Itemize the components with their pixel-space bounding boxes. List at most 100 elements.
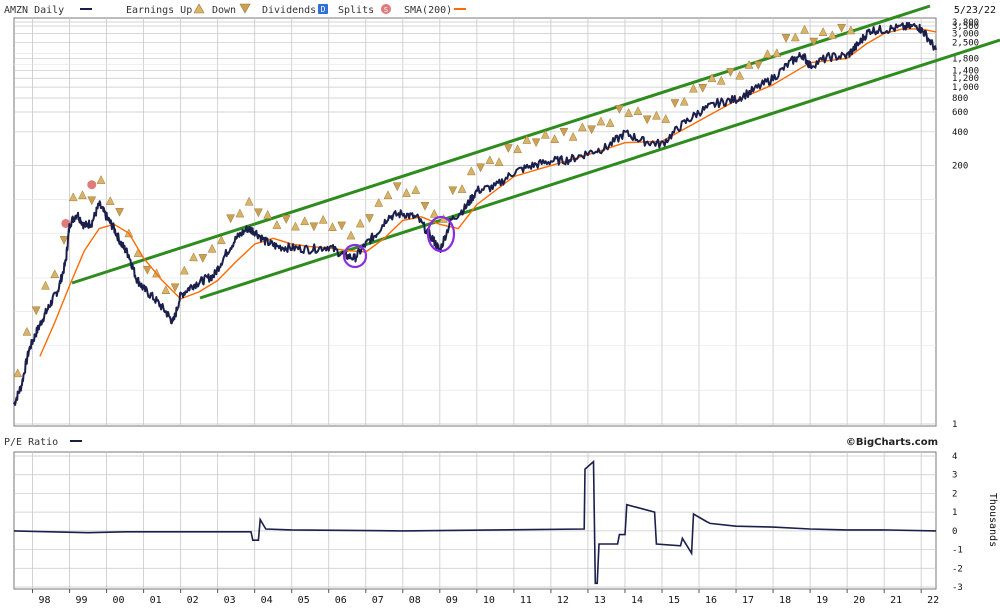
earnings-up-marker bbox=[716, 75, 726, 85]
earnings-up-marker bbox=[272, 220, 282, 229]
y-tick-label: 200 bbox=[952, 162, 968, 172]
earnings-down-marker bbox=[615, 105, 624, 114]
y-tick-label: 600 bbox=[952, 108, 968, 118]
pe-y-tick-label: 1 bbox=[952, 508, 957, 518]
earnings-up-marker bbox=[50, 269, 60, 279]
legend-dividends: Dividends bbox=[262, 5, 316, 16]
earnings-up-marker bbox=[624, 108, 634, 117]
earnings-down-marker bbox=[503, 144, 513, 154]
earnings-down-marker bbox=[87, 196, 97, 206]
earnings-up-marker bbox=[216, 235, 226, 245]
earnings-down-marker bbox=[365, 214, 374, 224]
dividends-badge: D bbox=[321, 5, 326, 14]
earnings-up-marker bbox=[78, 190, 87, 200]
earnings-down-marker bbox=[115, 207, 124, 217]
earnings-up-marker bbox=[383, 190, 393, 200]
price-y-axis: 12004006008001,0001,2001,4001,8002,5003,… bbox=[952, 18, 979, 430]
pe-panel: P/E Ratio ©BigCharts.com -3 -2 -1 0 1 2 3 4 Tho… bbox=[4, 437, 998, 593]
legend-sma: SMA(200) bbox=[404, 5, 452, 16]
earnings-up-marker bbox=[540, 129, 550, 139]
earnings-up-marker bbox=[679, 96, 689, 106]
earnings-up-marker bbox=[244, 196, 254, 206]
earnings-up-marker bbox=[41, 280, 50, 290]
earnings-down-marker bbox=[753, 61, 763, 70]
trend-channel bbox=[71, 4, 1000, 300]
earnings-up-marker bbox=[457, 184, 467, 193]
x-tick-label: 22 bbox=[927, 595, 939, 606]
earnings-up-marker bbox=[596, 116, 606, 126]
earnings-up-marker bbox=[707, 73, 717, 83]
splits-badge: S bbox=[384, 6, 388, 14]
pe-grid bbox=[14, 452, 936, 589]
earnings-down-marker bbox=[226, 214, 236, 224]
x-tick-label: 05 bbox=[298, 595, 310, 606]
earnings-up-marker bbox=[485, 155, 495, 165]
earnings-down-marker bbox=[142, 265, 152, 275]
earnings-up-marker bbox=[96, 175, 106, 184]
earnings-up-marker bbox=[263, 209, 273, 219]
channel-lower-line bbox=[199, 38, 1000, 300]
pe-line bbox=[13, 459, 937, 585]
annotation-circle-2009 bbox=[426, 215, 456, 253]
earnings-up-marker bbox=[846, 25, 856, 35]
earnings-up-marker bbox=[300, 216, 310, 226]
earnings-up-marker bbox=[346, 230, 356, 240]
earnings-down-marker bbox=[198, 254, 208, 263]
pe-y-tick-label: -3 bbox=[952, 583, 963, 593]
y-tick-label: 1 bbox=[952, 420, 957, 430]
earnings-up-marker bbox=[22, 326, 32, 336]
x-tick-label: 15 bbox=[668, 595, 680, 606]
y-tick-label: 400 bbox=[952, 128, 968, 138]
y-tick-label: 1,000 bbox=[952, 83, 979, 93]
dividends-icon bbox=[318, 4, 328, 14]
pe-y-axis: -3 -2 -1 0 1 2 3 4 bbox=[952, 452, 963, 593]
earnings-up-marker bbox=[735, 70, 745, 80]
earnings-down-marker bbox=[448, 186, 458, 196]
earnings-down-marker bbox=[281, 215, 291, 224]
chart-date: 5/23/22 bbox=[954, 5, 996, 16]
earnings-down-marker bbox=[531, 138, 541, 148]
earnings-down-marker bbox=[587, 125, 597, 135]
earnings-up-marker bbox=[68, 192, 78, 202]
price-panel: 12004006008001,0001,2001,4001,8002,5003,… bbox=[13, 4, 1000, 430]
earnings-up-marker bbox=[105, 196, 115, 205]
x-axis: 98 99 00 01 02 03 04 05 06 07 08 09 10 11 12 13 14 15 16 17… bbox=[32, 589, 939, 606]
earnings-up-marker bbox=[374, 197, 384, 207]
earnings-up-marker bbox=[13, 368, 23, 378]
earnings-down-marker bbox=[170, 283, 180, 293]
earnings-up-marker bbox=[577, 122, 587, 132]
legend-ticker: AMZN Daily bbox=[4, 5, 64, 16]
x-tick-label: 16 bbox=[705, 595, 717, 606]
x-tick-label: 03 bbox=[224, 595, 236, 606]
y-tick-label: 800 bbox=[952, 94, 968, 104]
y-tick-label: 2,500 bbox=[952, 38, 979, 48]
y-tick-label: 3,000 bbox=[952, 30, 979, 40]
earnings-up-marker bbox=[189, 252, 198, 262]
earnings-down-marker bbox=[642, 115, 652, 125]
x-tick-label: 98 bbox=[38, 595, 50, 606]
earnings-up-marker bbox=[689, 83, 698, 93]
y-tick-label: 3,800 bbox=[952, 18, 979, 28]
brand-watermark: ©BigCharts.com bbox=[846, 437, 938, 448]
legend-earnings-down: Down bbox=[212, 5, 236, 16]
legend-splits: Splits bbox=[338, 5, 374, 16]
pe-y-tick-label: -1 bbox=[952, 546, 963, 556]
pe-label: P/E Ratio bbox=[4, 437, 58, 448]
earnings-down-marker bbox=[31, 306, 41, 316]
earnings-down-marker bbox=[476, 163, 485, 173]
x-tick-label: 10 bbox=[483, 595, 495, 606]
earnings-up-marker bbox=[291, 221, 300, 231]
price-grid bbox=[14, 18, 936, 426]
earnings-up-icon bbox=[193, 3, 205, 14]
x-tick-label: 09 bbox=[446, 595, 458, 606]
x-tick-label: 04 bbox=[261, 595, 273, 606]
earnings-down-marker bbox=[337, 221, 347, 231]
legend-bar: AMZN Daily Earnings Up Down Dividends D … bbox=[4, 3, 996, 16]
x-tick-label: 12 bbox=[557, 595, 569, 606]
legend-earnings-up: Earnings Up bbox=[126, 5, 192, 16]
earnings-up-marker bbox=[818, 27, 828, 36]
pe-y-tick-label: 2 bbox=[952, 489, 957, 499]
y-tick-label: 1,400 bbox=[952, 67, 979, 77]
channel-upper-line bbox=[71, 4, 931, 285]
